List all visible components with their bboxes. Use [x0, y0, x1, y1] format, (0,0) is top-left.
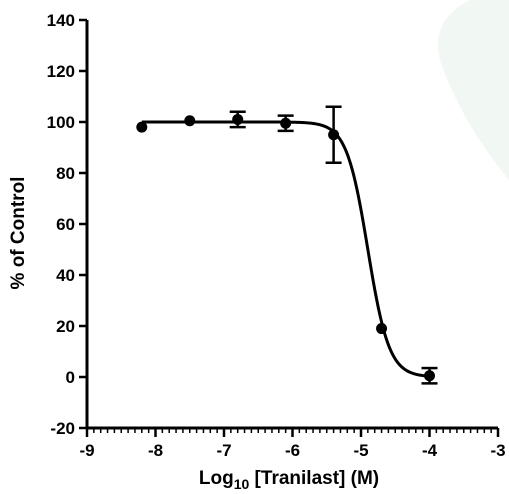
fit-curve	[141, 120, 430, 378]
y-tick-label: 60	[56, 215, 75, 234]
x-tick-label: -9	[79, 441, 94, 460]
y-tick-label: 120	[47, 62, 75, 81]
y-tick-label: 80	[56, 164, 75, 183]
y-axis-ticks: -20 0 20 40 60 80 100 120 140	[47, 11, 87, 438]
y-tick-label: 140	[47, 11, 75, 30]
x-tick-label: -3	[490, 441, 505, 460]
data-point	[328, 129, 340, 141]
x-tick-label: -8	[148, 441, 163, 460]
y-axis-label: % of Control	[8, 177, 29, 290]
axes	[85, 20, 498, 430]
y-tick-label: 20	[56, 317, 75, 336]
watermark-shape	[300, 0, 509, 180]
x-axis-ticks: -9 -8 -7 -6 -5 -4 -3	[79, 428, 506, 460]
data-point	[280, 117, 292, 129]
data-point	[136, 121, 148, 133]
y-tick-label: 0	[66, 368, 75, 387]
x-tick-label: -5	[353, 441, 368, 460]
data-point	[424, 370, 435, 382]
x-tick-label: -4	[422, 441, 438, 460]
data-point	[232, 113, 244, 125]
data-points	[136, 105, 438, 385]
x-axis-label: Log10 [Tranilast] (M)	[199, 468, 379, 492]
x-axis-label-suffix: [Tranilast] (M)	[249, 468, 379, 489]
y-tick-label: -20	[50, 419, 75, 438]
background-watermark	[300, 0, 509, 180]
y-tick-label: 40	[56, 266, 75, 285]
data-point	[184, 115, 196, 127]
data-point	[376, 323, 388, 335]
y-tick-label: 100	[47, 113, 75, 132]
x-tick-label: -7	[216, 441, 231, 460]
x-axis-label-prefix: Log	[199, 468, 234, 489]
x-tick-label: -6	[285, 441, 300, 460]
x-axis-label-subscript: 10	[234, 476, 250, 492]
